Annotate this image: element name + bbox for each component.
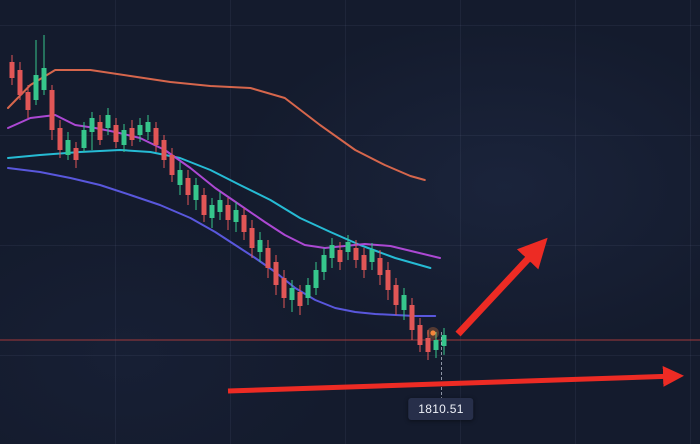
candle-body [393, 285, 399, 305]
candle-body [409, 305, 415, 330]
candle-body [153, 128, 159, 145]
candle-body [225, 205, 231, 220]
candle-body [17, 70, 23, 95]
candle-body [329, 245, 335, 258]
candle-body [233, 210, 239, 222]
candle-body [385, 270, 391, 290]
candle-body [49, 90, 55, 130]
candle-body [33, 75, 39, 100]
candle-body [369, 250, 375, 262]
ma-line-upper-band-orange [7, 69, 426, 181]
candle-body [145, 122, 151, 132]
candle-body [289, 288, 295, 300]
ma-line-ma-purple [7, 114, 441, 259]
candle-body [105, 115, 111, 128]
candle-body [305, 285, 311, 298]
candle-body [217, 200, 223, 212]
candle-body [9, 62, 15, 78]
candle-body [425, 338, 431, 352]
candle-body [169, 155, 175, 175]
ma-line-mid-line-cyan [7, 149, 432, 269]
trend-arrow-up [455, 237, 548, 337]
candle-body [25, 92, 31, 110]
candle-body [73, 148, 79, 160]
candle-body [433, 340, 439, 350]
candle-body [273, 262, 279, 285]
candle-body [297, 292, 303, 306]
candle-body [57, 128, 63, 150]
candle-body [193, 185, 199, 200]
candle-body [89, 118, 95, 132]
candle-body [361, 255, 367, 270]
candle-body [353, 248, 359, 260]
candle-body [41, 68, 47, 90]
candle-body [161, 140, 167, 160]
price-label: 1810.51 [408, 398, 474, 420]
trend-arrow-right [227, 365, 684, 394]
candle-body [201, 195, 207, 215]
candle-body [249, 228, 255, 248]
candle-body [113, 125, 119, 142]
candle-body [281, 278, 287, 298]
candle-body [337, 250, 343, 262]
candle-body [417, 325, 423, 345]
candle-body [129, 128, 135, 140]
candle-body [65, 140, 71, 155]
candle-body [137, 125, 143, 135]
candle-body [241, 215, 247, 232]
candle-body [81, 130, 87, 148]
candle-body [321, 255, 327, 272]
candle-body [265, 248, 271, 268]
candle-body [257, 240, 263, 252]
candle-body [209, 205, 215, 218]
candle-body [185, 178, 191, 195]
ma-line-lower-band-violet [7, 167, 437, 317]
candle-body [401, 295, 407, 310]
candle-body [345, 242, 351, 252]
candle-body [177, 170, 183, 185]
highlight-marker [430, 330, 436, 336]
candle-body [121, 130, 127, 145]
candle-body [313, 270, 319, 288]
candle-body [377, 258, 383, 275]
candle-body [97, 122, 103, 140]
candle-body [441, 335, 447, 346]
